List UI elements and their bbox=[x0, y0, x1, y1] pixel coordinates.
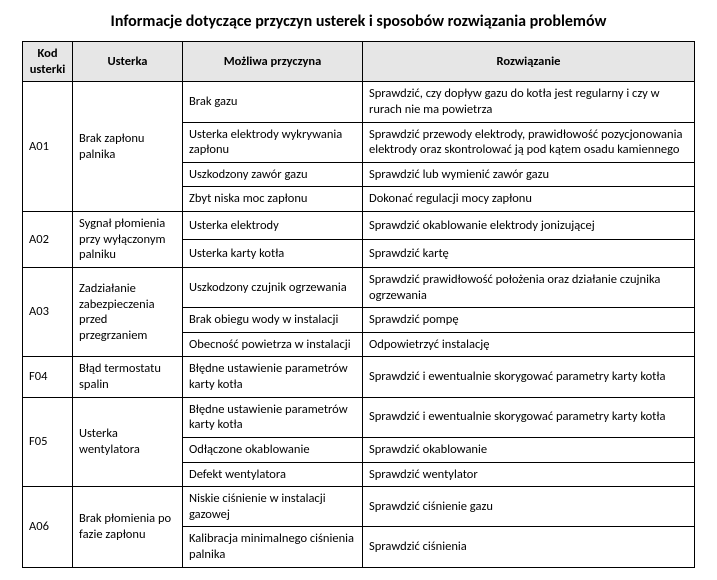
cell-code: A03 bbox=[23, 267, 73, 357]
fault-table: Kod usterki Usterka Możliwa przyczyna Ro… bbox=[22, 41, 695, 568]
col-header-cause: Możliwa przyczyna bbox=[183, 42, 363, 82]
table-row: A03Zadziałanie zabezpieczenia przed prze… bbox=[23, 267, 695, 307]
cell-cause: Zbyt niska moc zapłonu bbox=[183, 187, 363, 212]
cell-code: F04 bbox=[23, 357, 73, 397]
cell-fault: Usterka wentylatora bbox=[73, 397, 183, 487]
cell-solution: Odpowietrzyć instalację bbox=[363, 332, 695, 357]
cell-code: A06 bbox=[23, 487, 73, 568]
table-header-row: Kod usterki Usterka Możliwa przyczyna Ro… bbox=[23, 42, 695, 82]
col-header-fault: Usterka bbox=[73, 42, 183, 82]
cell-cause: Obecność powietrza w instalacji bbox=[183, 332, 363, 357]
cell-cause: Uszkodzony czujnik ogrzewania bbox=[183, 267, 363, 307]
cell-solution: Sprawdzić ciśnienie gazu bbox=[363, 487, 695, 527]
cell-fault: Sygnał płomienia przy wyłączonym palniku bbox=[73, 212, 183, 268]
cell-fault: Zadziałanie zabezpieczenia przed przegrz… bbox=[73, 267, 183, 357]
col-header-solution: Rozwiązanie bbox=[363, 42, 695, 82]
cell-fault: Brak zapłonu palnika bbox=[73, 82, 183, 212]
cell-cause: Brak obiegu wody w instalacji bbox=[183, 308, 363, 333]
cell-code: F05 bbox=[23, 397, 73, 487]
table-row: A02Sygnał płomienia przy wyłączonym paln… bbox=[23, 212, 695, 240]
cell-cause: Uszkodzony zawór gazu bbox=[183, 162, 363, 187]
cell-solution: Sprawdzić prawidłowość położenia oraz dz… bbox=[363, 267, 695, 307]
cell-cause: Niskie ciśnienie w instalacji gazowej bbox=[183, 487, 363, 527]
table-row: A06Brak płomienia po fazie zapłonuNiskie… bbox=[23, 487, 695, 527]
cell-code: A01 bbox=[23, 82, 73, 212]
cell-code: A02 bbox=[23, 212, 73, 268]
cell-fault: Brak płomienia po fazie zapłonu bbox=[73, 487, 183, 568]
page-title: Informacje dotyczące przyczyn usterek i … bbox=[22, 12, 695, 31]
table-row: A01Brak zapłonu palnikaBrak gazuSprawdzi… bbox=[23, 82, 695, 122]
cell-solution: Sprawdzić lub wymienić zawór gazu bbox=[363, 162, 695, 187]
cell-cause: Usterka karty kotła bbox=[183, 239, 363, 267]
cell-solution: Sprawdzić okablowanie bbox=[363, 437, 695, 462]
cell-solution: Sprawdzić wentylator bbox=[363, 462, 695, 487]
cell-cause: Błędne ustawienie parametrów karty kotła bbox=[183, 397, 363, 437]
cell-solution: Sprawdzić i ewentualnie skorygować param… bbox=[363, 397, 695, 437]
cell-solution: Sprawdzić przewody elektrody, prawidłowo… bbox=[363, 122, 695, 162]
table-body: A01Brak zapłonu palnikaBrak gazuSprawdzi… bbox=[23, 82, 695, 567]
cell-cause: Defekt wentylatora bbox=[183, 462, 363, 487]
cell-cause: Usterka elektrody bbox=[183, 212, 363, 240]
table-row: F04Błąd termostatu spalinBłędne ustawien… bbox=[23, 357, 695, 397]
cell-solution: Sprawdzić ciśnienia bbox=[363, 527, 695, 567]
cell-solution: Sprawdzić, czy dopływ gazu do kotła jest… bbox=[363, 82, 695, 122]
cell-cause: Błędne ustawienie parametrów karty kotła bbox=[183, 357, 363, 397]
cell-cause: Brak gazu bbox=[183, 82, 363, 122]
cell-cause: Usterka elektrody wykrywania zapłonu bbox=[183, 122, 363, 162]
cell-fault: Błąd termostatu spalin bbox=[73, 357, 183, 397]
cell-solution: Sprawdzić okablowanie elektrody jonizują… bbox=[363, 212, 695, 240]
cell-solution: Sprawdzić i ewentualnie skorygować param… bbox=[363, 357, 695, 397]
cell-solution: Dokonać regulacji mocy zapłonu bbox=[363, 187, 695, 212]
cell-solution: Sprawdzić pompę bbox=[363, 308, 695, 333]
table-row: F05Usterka wentylatoraBłędne ustawienie … bbox=[23, 397, 695, 437]
cell-cause: Kalibracja minimalnego ciśnienia palnika bbox=[183, 527, 363, 567]
cell-cause: Odłączone okablowanie bbox=[183, 437, 363, 462]
cell-solution: Sprawdzić kartę bbox=[363, 239, 695, 267]
col-header-code: Kod usterki bbox=[23, 42, 73, 82]
